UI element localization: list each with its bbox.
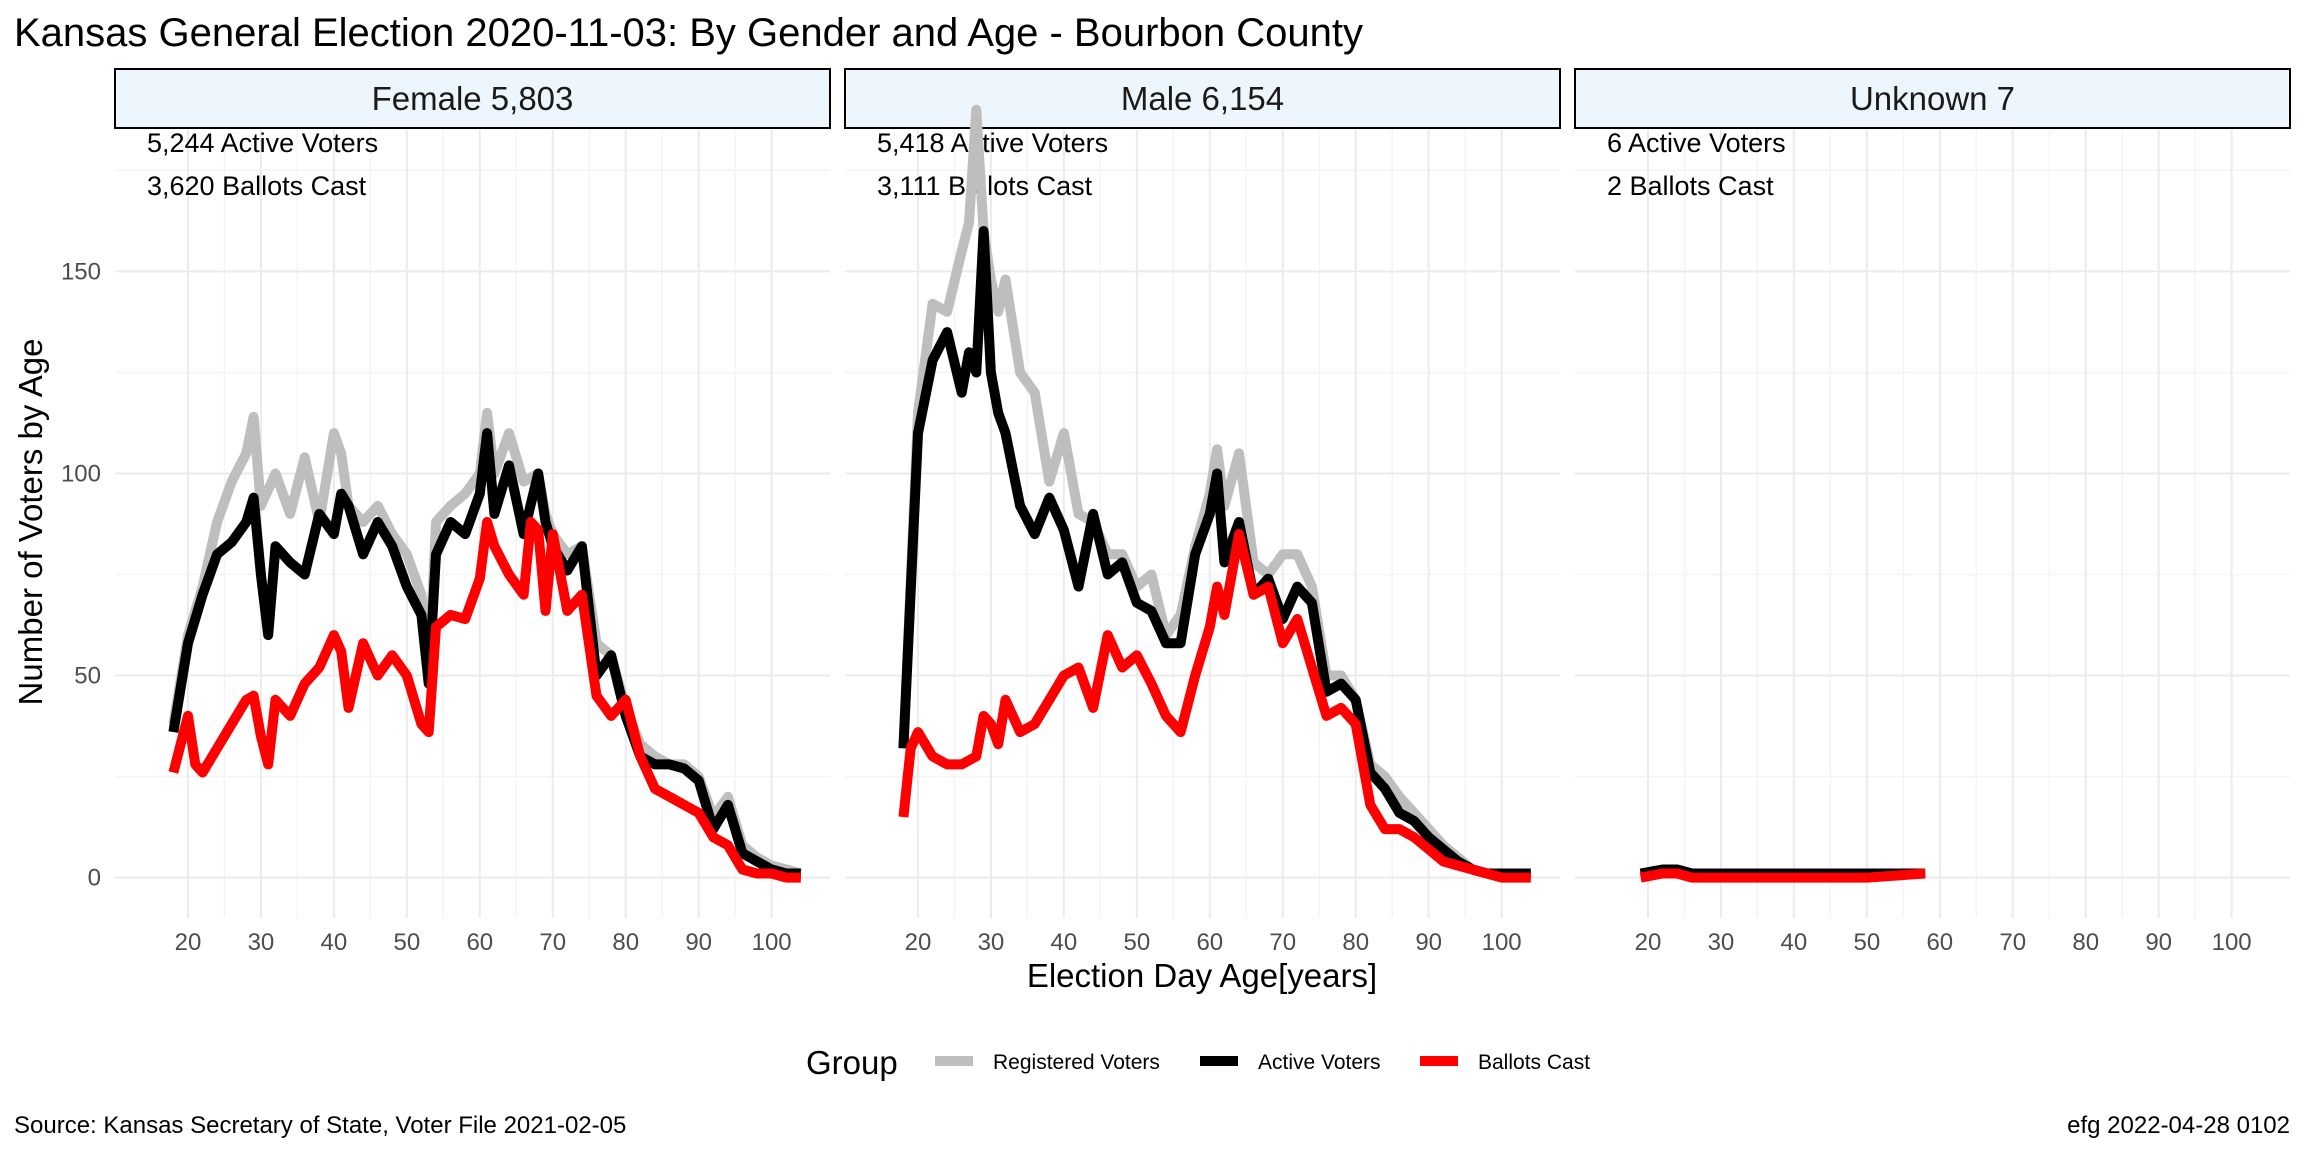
ballots-cast-annotation: 3,620 Ballots Cast xyxy=(147,171,367,201)
x-tick-label: 20 xyxy=(905,929,932,956)
y-tick-label: 0 xyxy=(88,865,101,892)
facet-strip xyxy=(1574,68,2291,129)
x-tick-label: 70 xyxy=(1269,929,1296,956)
chart-title: Kansas General Election 2020-11-03: By G… xyxy=(14,11,1363,55)
x-tick-label: 50 xyxy=(1853,929,1880,956)
x-tick-label: 40 xyxy=(1781,929,1808,956)
x-tick-label: 100 xyxy=(1482,929,1522,956)
facet-panel: 20 30 40 50 60 70 80 90 100 0 50 100 150 Female 5,803… xyxy=(61,68,831,956)
x-tick-label: 100 xyxy=(2212,929,2252,956)
x-tick-label: 70 xyxy=(1999,929,2026,956)
x-tick-label: 90 xyxy=(1415,929,1442,956)
date-caption: efg 2022-04-28 0102 xyxy=(2067,1112,2290,1139)
x-tick-label: 90 xyxy=(2145,929,2172,956)
panels-layer: 20 30 40 50 60 70 80 90 100 0 50 100 150 Female 5,803… xyxy=(61,68,2291,956)
facet-strip-label: Male 6,154 xyxy=(1121,80,1284,117)
y-axis-label: Number of Voters by Age xyxy=(12,339,49,706)
series-line-active xyxy=(898,226,1531,879)
y-tick-label: 150 xyxy=(61,258,101,285)
x-tick-label: 30 xyxy=(978,929,1005,956)
y-tick-label: 50 xyxy=(74,663,101,690)
x-tick-label: 80 xyxy=(1342,929,1369,956)
facet-strip-label: Female 5,803 xyxy=(372,80,574,117)
legend-label-registered: Registered Voters xyxy=(993,1051,1160,1074)
x-tick-label: 80 xyxy=(612,929,639,956)
legend-label-active: Active Voters xyxy=(1258,1051,1381,1074)
facet-panel: 20 30 40 50 60 70 80 90 100 Unknown 7 6 Active Vot… xyxy=(1574,68,2291,956)
facet-strip xyxy=(844,68,1561,129)
x-tick-label: 20 xyxy=(175,929,202,956)
legend: Group Registered Voters Active Voters Ballo… xyxy=(806,1044,1590,1081)
facet-strip-label: Unknown 7 xyxy=(1850,80,2015,117)
source-caption: Source: Kansas Secretary of State, Voter… xyxy=(14,1112,626,1139)
x-tick-label: 70 xyxy=(539,929,566,956)
x-tick-label: 30 xyxy=(1708,929,1735,956)
x-tick-label: 20 xyxy=(1635,929,1662,956)
series-line-ballots xyxy=(898,529,1531,883)
active-voters-annotation: 5,244 Active Voters xyxy=(147,128,378,158)
active-voters-annotation: 5,418 Active Voters xyxy=(877,128,1108,158)
x-tick-label: 30 xyxy=(248,929,275,956)
active-voters-annotation: 6 Active Voters xyxy=(1607,128,1786,158)
x-tick-label: 80 xyxy=(2072,929,2099,956)
x-axis-label: Election Day Age[years] xyxy=(1027,957,1377,994)
y-tick-label: 100 xyxy=(61,460,101,487)
series-line-ballots xyxy=(168,517,801,883)
legend-title: Group xyxy=(806,1044,898,1081)
facet-strip xyxy=(114,68,831,129)
legend-label-ballots: Ballots Cast xyxy=(1478,1051,1590,1074)
x-tick-label: 50 xyxy=(1123,929,1150,956)
x-tick-label: 40 xyxy=(1051,929,1078,956)
x-tick-label: 100 xyxy=(752,929,792,956)
facet-panel: 20 30 40 50 60 70 80 90 100 Male 6,154 5,418 Activ… xyxy=(844,68,1561,956)
x-tick-label: 40 xyxy=(321,929,348,956)
x-tick-label: 60 xyxy=(1196,929,1223,956)
x-tick-label: 90 xyxy=(685,929,712,956)
x-tick-label: 60 xyxy=(1926,929,1953,956)
series-line-ballots xyxy=(1639,868,1926,883)
ballots-cast-annotation: 2 Ballots Cast xyxy=(1607,171,1774,201)
x-tick-label: 60 xyxy=(466,929,493,956)
series-line-active xyxy=(168,428,801,879)
x-tick-label: 50 xyxy=(393,929,420,956)
